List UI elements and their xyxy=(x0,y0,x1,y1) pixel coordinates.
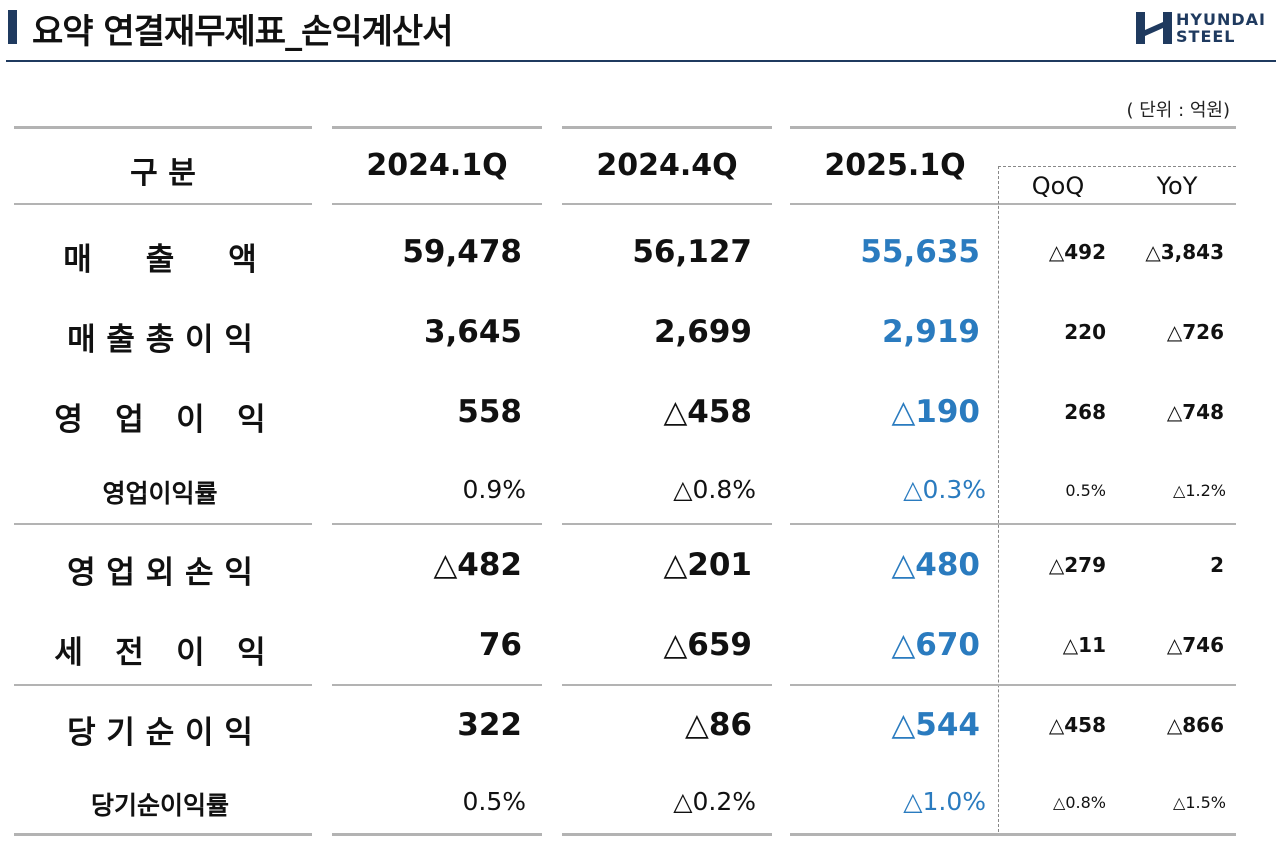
gross-profit-qoq: 220 xyxy=(1064,320,1106,344)
header-top-rule-category xyxy=(14,126,312,129)
group-divider-2-col3 xyxy=(790,684,1236,686)
group-divider-1-col2 xyxy=(562,523,772,525)
change-area-top-border xyxy=(998,166,1236,167)
pretax-profit-yoy: △746 xyxy=(1166,633,1224,657)
header-top-rule-col3 xyxy=(790,126,1236,129)
operating-profit-qoq: 268 xyxy=(1064,400,1106,424)
pretax-profit-2025-1q: △670 xyxy=(891,627,980,663)
header-category: 구 분 xyxy=(130,156,196,191)
operating-margin-qoq: 0.5% xyxy=(1065,481,1106,500)
pretax-profit-2024-4q: △659 xyxy=(663,627,752,663)
non-operating-2024-4q: △201 xyxy=(663,547,752,583)
table-bottom-rule-col1 xyxy=(332,833,542,836)
table-bottom-rule-col2 xyxy=(562,833,772,836)
operating-profit-2024-4q: △458 xyxy=(663,394,752,430)
net-income-2025-1q: △544 xyxy=(891,707,980,743)
header-bottom-rule-col3 xyxy=(790,203,1236,205)
operating-profit-2024-1q: 558 xyxy=(457,394,522,430)
table-bottom-rule-col3 xyxy=(790,833,1236,836)
non-operating-2025-1q: △480 xyxy=(891,547,980,583)
gross-profit-2024-4q: 2,699 xyxy=(653,314,752,350)
non-operating-yoy: 2 xyxy=(1210,553,1224,577)
net-margin-2024-4q: △0.2% xyxy=(673,787,756,816)
group-divider-1-category xyxy=(14,523,312,525)
header-2024-4q: 2024.4Q xyxy=(596,148,738,183)
net-margin-2024-1q: 0.5% xyxy=(462,787,526,816)
header-bottom-rule-category xyxy=(14,203,312,205)
pretax-profit-qoq: △11 xyxy=(1062,633,1106,657)
header-yoy: YoY xyxy=(1156,172,1198,200)
non-operating-qoq: △279 xyxy=(1048,553,1106,577)
gross-profit-yoy: △726 xyxy=(1166,320,1224,344)
page-title: 요약 연결재무제표_손익계산서 xyxy=(32,12,453,52)
row-label-non-operating: 영 업 외 손 익 xyxy=(67,555,253,591)
row-label-pretax-profit: 세 전 이 익 xyxy=(54,635,266,671)
net-margin-yoy: △1.5% xyxy=(1173,793,1226,812)
header-2024-1q: 2024.1Q xyxy=(366,148,508,183)
net-income-2024-4q: △86 xyxy=(685,707,752,743)
row-label-operating-profit: 영 업 이 익 xyxy=(54,402,266,438)
row-label-gross-profit: 매 출 총 이 익 xyxy=(67,322,253,358)
row-label-operating-margin: 영업이익률 xyxy=(102,479,218,508)
net-income-2024-1q: 322 xyxy=(457,707,522,743)
title-accent-bar xyxy=(8,10,17,44)
net-margin-2025-1q: △1.0% xyxy=(903,787,986,816)
change-area-divider xyxy=(998,166,999,832)
non-operating-2024-1q: △482 xyxy=(433,547,522,583)
header-top-rule-col2 xyxy=(562,126,772,129)
group-divider-2-category xyxy=(14,684,312,686)
row-label-net-margin: 당기순이익률 xyxy=(90,791,229,820)
operating-margin-2025-1q: △0.3% xyxy=(903,475,986,504)
header-bottom-rule-col2 xyxy=(562,203,772,205)
revenue-2024-1q: 59,478 xyxy=(402,234,522,270)
header-bottom-rule-col1 xyxy=(332,203,542,205)
gross-profit-2025-1q: 2,919 xyxy=(881,314,980,350)
hyundai-steel-logo: HYUNDAI STEEL xyxy=(1136,8,1265,48)
revenue-yoy: △3,843 xyxy=(1145,240,1224,264)
operating-margin-2024-4q: △0.8% xyxy=(673,475,756,504)
operating-profit-yoy: △748 xyxy=(1166,400,1224,424)
net-margin-qoq: △0.8% xyxy=(1053,793,1106,812)
table-bottom-rule-category xyxy=(14,833,312,836)
gross-profit-2024-1q: 3,645 xyxy=(423,314,522,350)
net-income-qoq: △458 xyxy=(1048,713,1106,737)
group-divider-1-col1 xyxy=(332,523,542,525)
group-divider-2-col1 xyxy=(332,684,542,686)
group-divider-1-col3 xyxy=(790,523,1236,525)
revenue-qoq: △492 xyxy=(1048,240,1106,264)
row-label-revenue: 매 출 액 xyxy=(63,242,257,278)
revenue-2025-1q: 55,635 xyxy=(860,234,980,270)
operating-margin-2024-1q: 0.9% xyxy=(462,475,526,504)
header-2025-1q: 2025.1Q xyxy=(824,148,966,183)
operating-margin-yoy: △1.2% xyxy=(1173,481,1226,500)
operating-profit-2025-1q: △190 xyxy=(891,394,980,430)
logo-h-mark-icon xyxy=(1136,12,1172,44)
title-divider xyxy=(6,60,1276,62)
logo-text-steel: STEEL xyxy=(1176,27,1236,46)
net-income-yoy: △866 xyxy=(1166,713,1224,737)
revenue-2024-4q: 56,127 xyxy=(632,234,752,270)
header-top-rule-col1 xyxy=(332,126,542,129)
header-qoq: QoQ xyxy=(1031,172,1085,200)
row-label-net-income: 당 기 순 이 익 xyxy=(67,715,253,751)
logo-text-hyundai: HYUNDAI xyxy=(1176,10,1266,29)
unit-label: ( 단위 : 억원) xyxy=(1126,100,1230,121)
group-divider-2-col2 xyxy=(562,684,772,686)
pretax-profit-2024-1q: 76 xyxy=(478,627,522,663)
